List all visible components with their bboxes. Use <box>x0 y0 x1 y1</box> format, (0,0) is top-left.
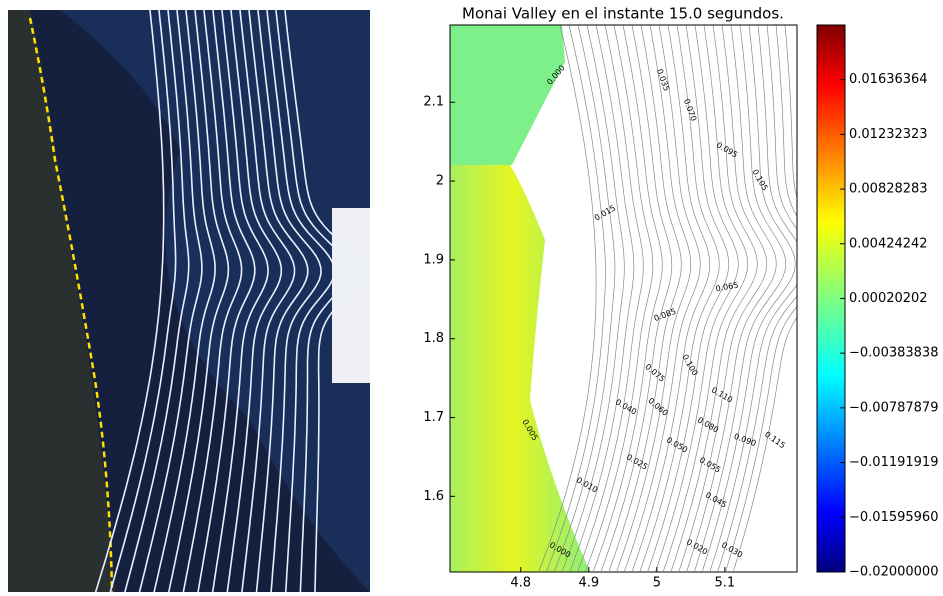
colorbar-tick-label: 0.01636364 <box>849 72 928 87</box>
contour-label: 0.085 <box>653 307 678 323</box>
contour-label: 0.080 <box>696 415 720 434</box>
plot-area <box>450 25 833 572</box>
contour-label: 0.035 <box>655 68 671 93</box>
contour-label: 0.015 <box>593 203 617 222</box>
y-tick-label: 1.6 <box>423 489 444 504</box>
contour-label: 0.010 <box>575 475 599 494</box>
colorbar-tick-label: 0.00020202 <box>849 291 928 306</box>
y-tick-label: 2 <box>436 174 444 189</box>
colorbar-tick-label: −0.02000000 <box>849 565 938 580</box>
contour-label: 0.050 <box>665 435 689 454</box>
contour-label: 0.025 <box>625 452 649 471</box>
contour-label: 0.040 <box>614 397 638 416</box>
y-tick-label: 1.7 <box>423 410 444 425</box>
contour-label: 0.070 <box>682 98 698 123</box>
contour-label: 0.115 <box>763 430 787 451</box>
contour-line <box>570 25 634 571</box>
contour-label: 0.020 <box>685 537 709 556</box>
photo <box>8 10 370 592</box>
x-tick-label: 5 <box>653 576 661 591</box>
colorbar-tick-label: −0.01191919 <box>849 455 938 470</box>
y-tick-label: 1.9 <box>423 252 444 267</box>
page: Monai Valley en el instante 15.0 segundo… <box>0 0 943 592</box>
contour-label: 0.075 <box>643 362 666 384</box>
chart-title: Monai Valley en el instante 15.0 segundo… <box>462 5 784 23</box>
contour-line <box>718 25 814 571</box>
x-tick-label: 4.8 <box>510 576 531 591</box>
x-tick-label: 5.1 <box>715 576 736 591</box>
contour-line <box>695 25 786 571</box>
colorbar-tick-label: 0.00424242 <box>849 236 928 251</box>
contour-label: 0.030 <box>720 540 744 559</box>
colorbar-tick-label: 0.00828283 <box>849 182 928 197</box>
colorbar-tick-label: −0.00383838 <box>849 346 938 361</box>
contour-line <box>555 25 615 571</box>
contour-line <box>726 25 824 571</box>
contour-label: 0.065 <box>715 281 739 294</box>
x-tick-label: 4.9 <box>578 576 599 591</box>
contour-label: 0.105 <box>750 168 769 192</box>
colorbar-tick-label: −0.01595960 <box>849 510 938 525</box>
contour-label: 0.090 <box>733 432 758 448</box>
colorbar-tick-label: 0.01232323 <box>849 127 928 142</box>
contour-line <box>632 25 710 571</box>
y-tick-label: 2.1 <box>423 95 444 110</box>
contour-label: 0.060 <box>646 396 669 418</box>
colorbar-tick-label: −0.00787879 <box>849 400 938 415</box>
y-tick-label: 1.8 <box>423 331 444 346</box>
contour-label: 0.055 <box>698 455 722 474</box>
contour-label: 0.100 <box>680 353 699 377</box>
